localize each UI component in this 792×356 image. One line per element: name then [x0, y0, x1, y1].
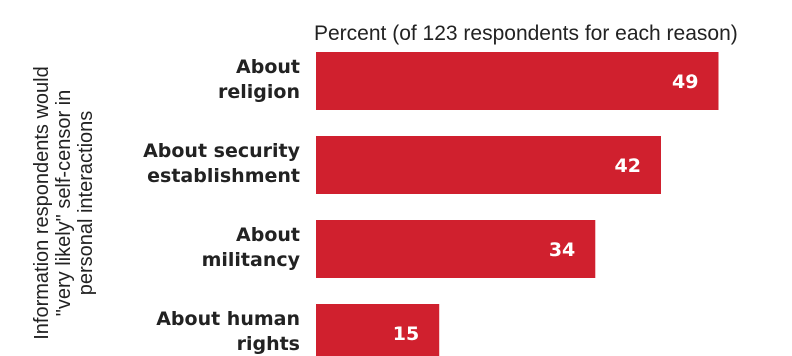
category-label-1-line-1: About — [236, 56, 300, 78]
category-label-4-line-2: rights — [237, 333, 300, 355]
y-axis-label-line-2: "very likely" self-censor in — [53, 90, 75, 316]
bars-group: 49 About religion 42 About security establish… — [143, 52, 719, 356]
y-axis-label-line-3: personal interactions — [75, 111, 97, 296]
category-label-3-line-2: militancy — [202, 249, 301, 271]
bar-value-label-4: 15 — [393, 323, 419, 345]
bar-1 — [316, 52, 719, 110]
category-label-4-line-1: About human — [156, 308, 300, 330]
bar-3 — [316, 220, 596, 278]
category-label-2-line-1: About security — [143, 140, 301, 162]
bar-value-label-3: 34 — [549, 239, 575, 261]
bar-value-label-2: 42 — [615, 155, 641, 177]
chart-subtitle: Percent (of 123 respondents for each rea… — [314, 22, 738, 45]
bar-4 — [316, 304, 440, 356]
bar-2 — [316, 136, 661, 194]
category-label-1-line-2: religion — [218, 81, 300, 103]
y-axis-label: Information respondents would "very like… — [31, 66, 97, 340]
category-label-3-line-1: About — [236, 224, 300, 246]
y-axis-label-line-1: Information respondents would — [31, 66, 53, 340]
category-label-2-line-2: establishment — [147, 165, 300, 187]
bar-value-label-1: 49 — [672, 71, 698, 93]
